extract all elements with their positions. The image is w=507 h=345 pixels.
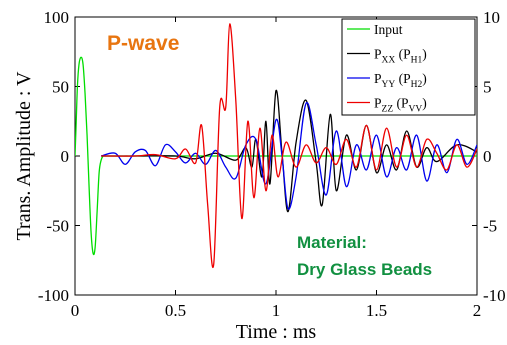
series-line-3	[101, 23, 477, 268]
y-right-tick-label: -5	[483, 217, 497, 236]
y-right-tick-label: 5	[483, 78, 492, 97]
legend-label: PXX (PH1)	[374, 47, 427, 66]
y-left-tick-label: 100	[44, 8, 70, 27]
y-right-tick-label: -10	[483, 286, 506, 305]
x-axis-title: Time : ms	[236, 321, 317, 343]
legend-label: PYY (PH2)	[374, 71, 427, 90]
y-left-tick-label: 0	[61, 147, 70, 166]
legend-label: PZZ (PVV)	[374, 96, 427, 115]
y-left-tick-label: -100	[38, 286, 69, 305]
x-tick-label: 0.5	[165, 301, 186, 320]
series-group	[75, 23, 477, 268]
legend: Input PXX (PH1) PYY (PH2) PZZ (PVV)	[341, 18, 476, 116]
y-left-tick-label: 50	[52, 78, 69, 97]
x-tick-label: 1	[272, 301, 281, 320]
x-tick-label: 1.5	[366, 301, 387, 320]
series-line-2	[100, 102, 477, 210]
y-right-tick-label: 10	[483, 8, 500, 27]
y-axis-title: Trans. Amplitude : V	[13, 71, 35, 240]
y-left-tick-label: -50	[46, 217, 69, 236]
y-right-tick-label: 0	[483, 147, 492, 166]
material-label: Material:	[297, 233, 367, 252]
x-tick-label: 2	[473, 301, 482, 320]
legend-label: Input	[374, 22, 403, 37]
legend-box	[341, 18, 476, 116]
x-tick-label: 0	[71, 301, 80, 320]
wave-type-label: P-wave	[107, 32, 179, 55]
material-value: Dry Glass Beads	[297, 260, 432, 279]
